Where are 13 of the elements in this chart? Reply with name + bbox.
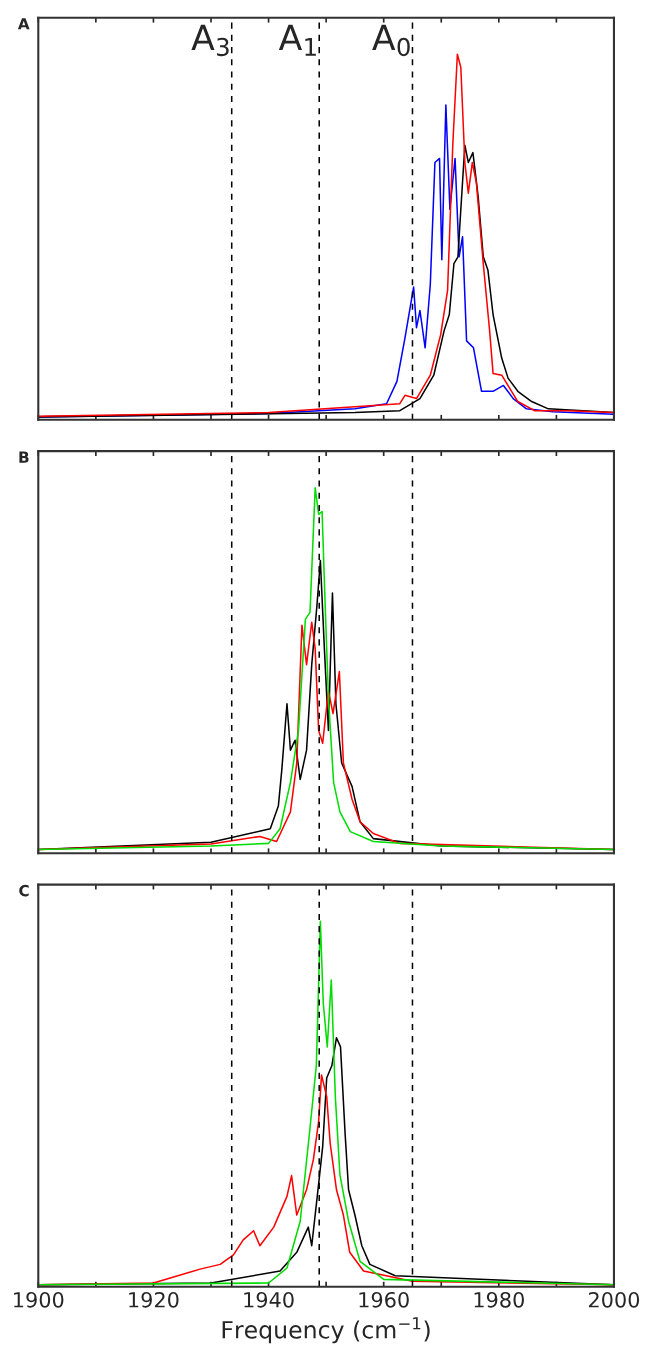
- ref-line-label: A$_{3}$: [191, 24, 229, 57]
- x-tick-label: 1980: [474, 1291, 524, 1308]
- x-tick-label: 1960: [359, 1291, 409, 1308]
- x-tick-label: 1940: [244, 1291, 294, 1308]
- x-axis-title: Frequency (cm$^{−1}$): [222, 1317, 430, 1344]
- chart-title: A: [17, 18, 30, 30]
- ref-line-label: A$_{0}$: [372, 24, 410, 57]
- x-tick-label: 1900: [14, 1291, 64, 1308]
- chart-title: C: [19, 884, 29, 897]
- x-tick-label: 2000: [588, 1291, 640, 1308]
- ref-line-label: A$_{1}$: [278, 24, 316, 56]
- chart-title: B: [19, 451, 29, 463]
- x-tick-label: 1920: [129, 1291, 179, 1308]
